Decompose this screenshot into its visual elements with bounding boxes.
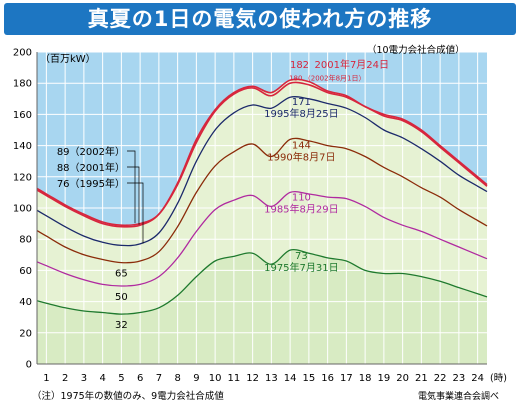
date-label: 1990年8月7日 <box>267 150 335 163</box>
start-value-label: 89（2002年） <box>57 145 125 158</box>
x-tick-label: 3 <box>81 373 87 384</box>
peak-label: 144 <box>292 140 311 151</box>
y-tick-label: 120 <box>13 172 32 183</box>
y-tick-label: 140 <box>13 141 32 152</box>
series-lines <box>36 78 488 315</box>
x-tick-label: 13 <box>265 373 278 384</box>
x-tick-label: 14 <box>284 373 297 384</box>
series-line <box>36 96 488 247</box>
note-bottom: （注）1975年の数値のみ、9電力会社合成値 <box>32 390 224 402</box>
leader-line <box>127 150 136 224</box>
x-tick-label: 6 <box>137 373 143 384</box>
start-value-label: 88（2001年） <box>57 161 125 174</box>
x-tick-label: 20 <box>396 373 409 384</box>
title-banner: 真夏の1日の電気の使われ方の推移 <box>4 3 516 35</box>
peak-label: 180 <box>289 75 302 83</box>
min-value-label: 32 <box>115 320 128 331</box>
x-tick-label: 17 <box>340 373 353 384</box>
x-tick-label: 18 <box>359 373 372 384</box>
x-tick-label: 16 <box>321 373 334 384</box>
source-note: 電気事業連合会調べ <box>418 390 499 402</box>
x-unit-label: (時) <box>490 373 507 384</box>
x-tick-label: 12 <box>246 373 259 384</box>
x-tick-label: 8 <box>174 373 180 384</box>
y-tick-label: 60 <box>19 266 32 277</box>
series-line <box>36 81 488 227</box>
y-tick-label: 100 <box>13 204 32 215</box>
x-tick-label: 5 <box>118 373 124 384</box>
peak-label: 73 <box>295 251 308 262</box>
y-tick-label: 40 <box>19 297 32 308</box>
peak-label: 110 <box>292 192 311 203</box>
min-value-label: 50 <box>115 292 128 303</box>
series-line <box>36 78 488 228</box>
x-tick-label: 22 <box>434 373 447 384</box>
date-label: 1995年8月25日 <box>264 107 339 120</box>
x-tick-label: 15 <box>303 373 316 384</box>
x-tick-label: 11 <box>228 373 241 384</box>
y-tick-label: 160 <box>13 110 32 121</box>
chart-title: 真夏の1日の電気の使われ方の推移 <box>87 7 433 31</box>
note-top: （10電力会社合成値） <box>367 44 465 56</box>
date-label: 1975年7月31日 <box>264 261 339 274</box>
date-label: 1985年8月29日 <box>264 202 339 215</box>
y-tick-label: 200 <box>13 48 32 59</box>
min-value-label: 65 <box>115 269 128 280</box>
series-labels: 182 2001年7月24日 180 （2002年8月1日） 1711995年8月25日… <box>57 58 389 331</box>
date-label: （2002年8月1日） <box>304 74 366 83</box>
lower-consumption-area <box>37 249 487 364</box>
y-tick-label: 0 <box>26 360 32 371</box>
peak-label: 171 <box>292 97 311 108</box>
x-tick-label: 23 <box>453 373 466 384</box>
peak-label: 182 <box>290 60 309 71</box>
x-tick-label: 21 <box>415 373 428 384</box>
y-tick-label: 180 <box>13 79 32 90</box>
x-tick-label: 4 <box>99 373 105 384</box>
series-line <box>36 191 488 287</box>
x-tick-label: 24 <box>471 373 484 384</box>
leader-line <box>127 182 144 244</box>
series-line <box>36 137 488 264</box>
grid-lines <box>37 51 487 364</box>
leader-line <box>127 166 140 225</box>
x-tick-label: 2 <box>62 373 68 384</box>
x-tick-label: 1 <box>43 373 49 384</box>
x-tick-label: 19 <box>378 373 391 384</box>
series-line <box>36 248 488 315</box>
y-unit-label: （百万kW） <box>40 53 96 65</box>
y-tick-label: 20 <box>19 328 32 339</box>
y-tick-label: 80 <box>19 235 32 246</box>
x-tick-label: 9 <box>193 373 199 384</box>
x-tick-label: 10 <box>209 373 222 384</box>
start-value-label: 76（1995年） <box>57 177 125 190</box>
x-tick-label: 7 <box>156 373 162 384</box>
date-label: 2001年7月24日 <box>315 58 390 71</box>
